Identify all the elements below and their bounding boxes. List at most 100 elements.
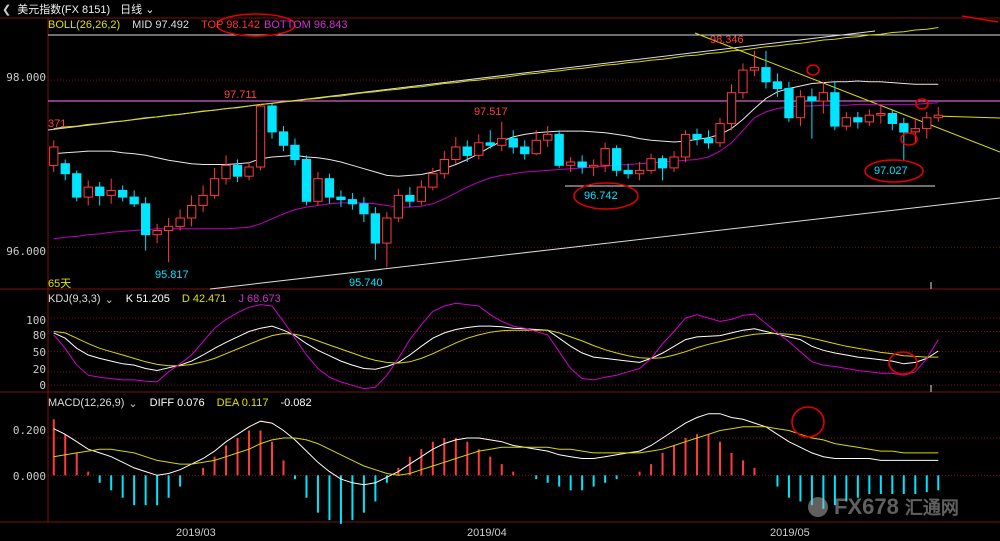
annotation-high-left: 97.711 bbox=[224, 89, 257, 101]
lower-channel-line bbox=[209, 197, 1000, 290]
boll-top-value: TOP 98.142 bbox=[201, 19, 260, 31]
price-tick-98: 98.000 bbox=[6, 71, 46, 84]
candle-up bbox=[864, 114, 875, 123]
watermark-logo-icon bbox=[808, 497, 828, 517]
kdj-tick-50: 50 bbox=[32, 346, 46, 359]
annotation-top-peak: 98.346 bbox=[710, 34, 744, 46]
kdj-name: KDJ(9,3,3) bbox=[48, 293, 101, 305]
highlight-low-97027 bbox=[864, 159, 924, 183]
kdj-k-value: K 51.205 bbox=[125, 293, 170, 305]
candle-up bbox=[922, 117, 932, 130]
candle-down bbox=[405, 194, 415, 202]
candle-up bbox=[451, 146, 461, 160]
highlight-partial-edge bbox=[961, 15, 999, 23]
candle-up bbox=[933, 114, 943, 119]
highlight-recent-low bbox=[900, 132, 918, 146]
candle-up bbox=[646, 158, 656, 171]
macd-dropdown-icon[interactable]: ⌄ bbox=[128, 398, 138, 410]
boll-top-series bbox=[53, 27, 939, 130]
highlight-kdj-cross bbox=[888, 351, 918, 375]
boll-mid-value: MID 97.492 bbox=[132, 19, 190, 31]
annotation-circled-right: 97.027 bbox=[874, 165, 908, 177]
candle-up bbox=[175, 217, 185, 227]
boll-bottom-value: BOTTOM 96.843 bbox=[263, 19, 348, 31]
candle-down bbox=[899, 123, 909, 133]
back-icon[interactable]: ❮ bbox=[2, 3, 12, 16]
candle-down bbox=[118, 189, 128, 198]
macd-diff-value: DIFF 0.076 bbox=[149, 397, 205, 409]
descending-trendline bbox=[694, 32, 1000, 153]
candle-down bbox=[623, 169, 633, 175]
macd-dea-value: DEA 0.117 bbox=[216, 397, 269, 409]
candle-up bbox=[382, 217, 392, 244]
kdj-tick-100: 100 bbox=[26, 314, 46, 327]
candle-up bbox=[474, 142, 484, 156]
kdj-tick-0: 0 bbox=[39, 379, 46, 392]
short-yellow-segment bbox=[934, 115, 1000, 119]
kdj-d-series bbox=[53, 329, 939, 367]
kdj-j-value: J 68.673 bbox=[238, 293, 281, 305]
period-selector[interactable]: 日线 ⌄ bbox=[120, 1, 154, 17]
annotation-mid-peak: 97.517 bbox=[474, 106, 508, 118]
candle-down bbox=[830, 92, 840, 127]
candle-down bbox=[370, 213, 381, 244]
candle-up bbox=[187, 205, 197, 219]
candle-down bbox=[462, 146, 472, 156]
candle-down bbox=[95, 186, 105, 197]
macd-diff-series bbox=[53, 413, 939, 486]
boll-mid-series bbox=[53, 80, 939, 177]
candle-up bbox=[439, 159, 450, 175]
candle-up bbox=[416, 186, 427, 202]
candle-down bbox=[336, 196, 346, 201]
highlight-low-96742 bbox=[573, 182, 639, 210]
annotation-days: 65天 bbox=[48, 278, 72, 290]
candle-down bbox=[887, 113, 898, 124]
candle-up bbox=[209, 178, 220, 196]
macd-name: MACD(12,26,9) bbox=[48, 397, 125, 409]
candle-down bbox=[324, 178, 335, 198]
candle-up bbox=[198, 194, 208, 206]
candle-up bbox=[428, 173, 438, 188]
candle-down bbox=[278, 131, 289, 146]
candle-down bbox=[703, 138, 714, 144]
kdj-tick-20: 20 bbox=[32, 363, 46, 376]
candle-up bbox=[393, 194, 404, 219]
candle-down bbox=[232, 164, 243, 177]
candle-up bbox=[600, 148, 610, 166]
watermark-brand: FX678 bbox=[834, 494, 899, 519]
candle-down bbox=[290, 144, 300, 161]
kdj-dropdown-icon[interactable]: ⌄ bbox=[104, 294, 114, 306]
kdj-legend: KDJ(9,3,3) ⌄ K 51.205 D 42.471 J 68.673 bbox=[48, 293, 281, 306]
boll-legend: BOLL(26,26,2) MID 97.492 TOP 98.142 BOTT… bbox=[48, 19, 348, 31]
candle-up bbox=[876, 113, 886, 116]
candle-down bbox=[853, 117, 863, 123]
candle-down bbox=[72, 173, 82, 198]
candle-down bbox=[761, 67, 771, 83]
candle-up bbox=[164, 225, 174, 232]
boll-name: BOLL(26,26,2) bbox=[48, 19, 121, 31]
instrument-title[interactable]: 美元指数(FX 8151) bbox=[17, 4, 111, 16]
candle-down bbox=[359, 203, 369, 215]
period-label: 日线 bbox=[120, 4, 143, 16]
boll-bottom-series bbox=[53, 102, 939, 240]
candle-up bbox=[669, 156, 679, 169]
kdj-j-series bbox=[53, 302, 939, 390]
candle-up bbox=[497, 138, 507, 146]
price-tick-96: 96.000 bbox=[6, 245, 46, 258]
x-tick-may: 2019/05 bbox=[770, 527, 810, 539]
candle-down bbox=[692, 133, 702, 140]
annotation-low-mid: 95.740 bbox=[349, 277, 383, 289]
candle-down bbox=[267, 105, 277, 133]
candle-down bbox=[784, 88, 794, 119]
candle-down bbox=[129, 196, 139, 205]
candle-up bbox=[795, 96, 806, 119]
chevron-down-icon: ⌄ bbox=[145, 4, 155, 16]
candle-down bbox=[141, 203, 151, 236]
candle-down bbox=[772, 81, 783, 90]
candle-up bbox=[255, 105, 266, 168]
candle-down bbox=[347, 199, 358, 205]
candle-up bbox=[244, 166, 254, 177]
annotation-circled-low: 96.742 bbox=[584, 190, 618, 202]
candle-up bbox=[841, 117, 852, 127]
